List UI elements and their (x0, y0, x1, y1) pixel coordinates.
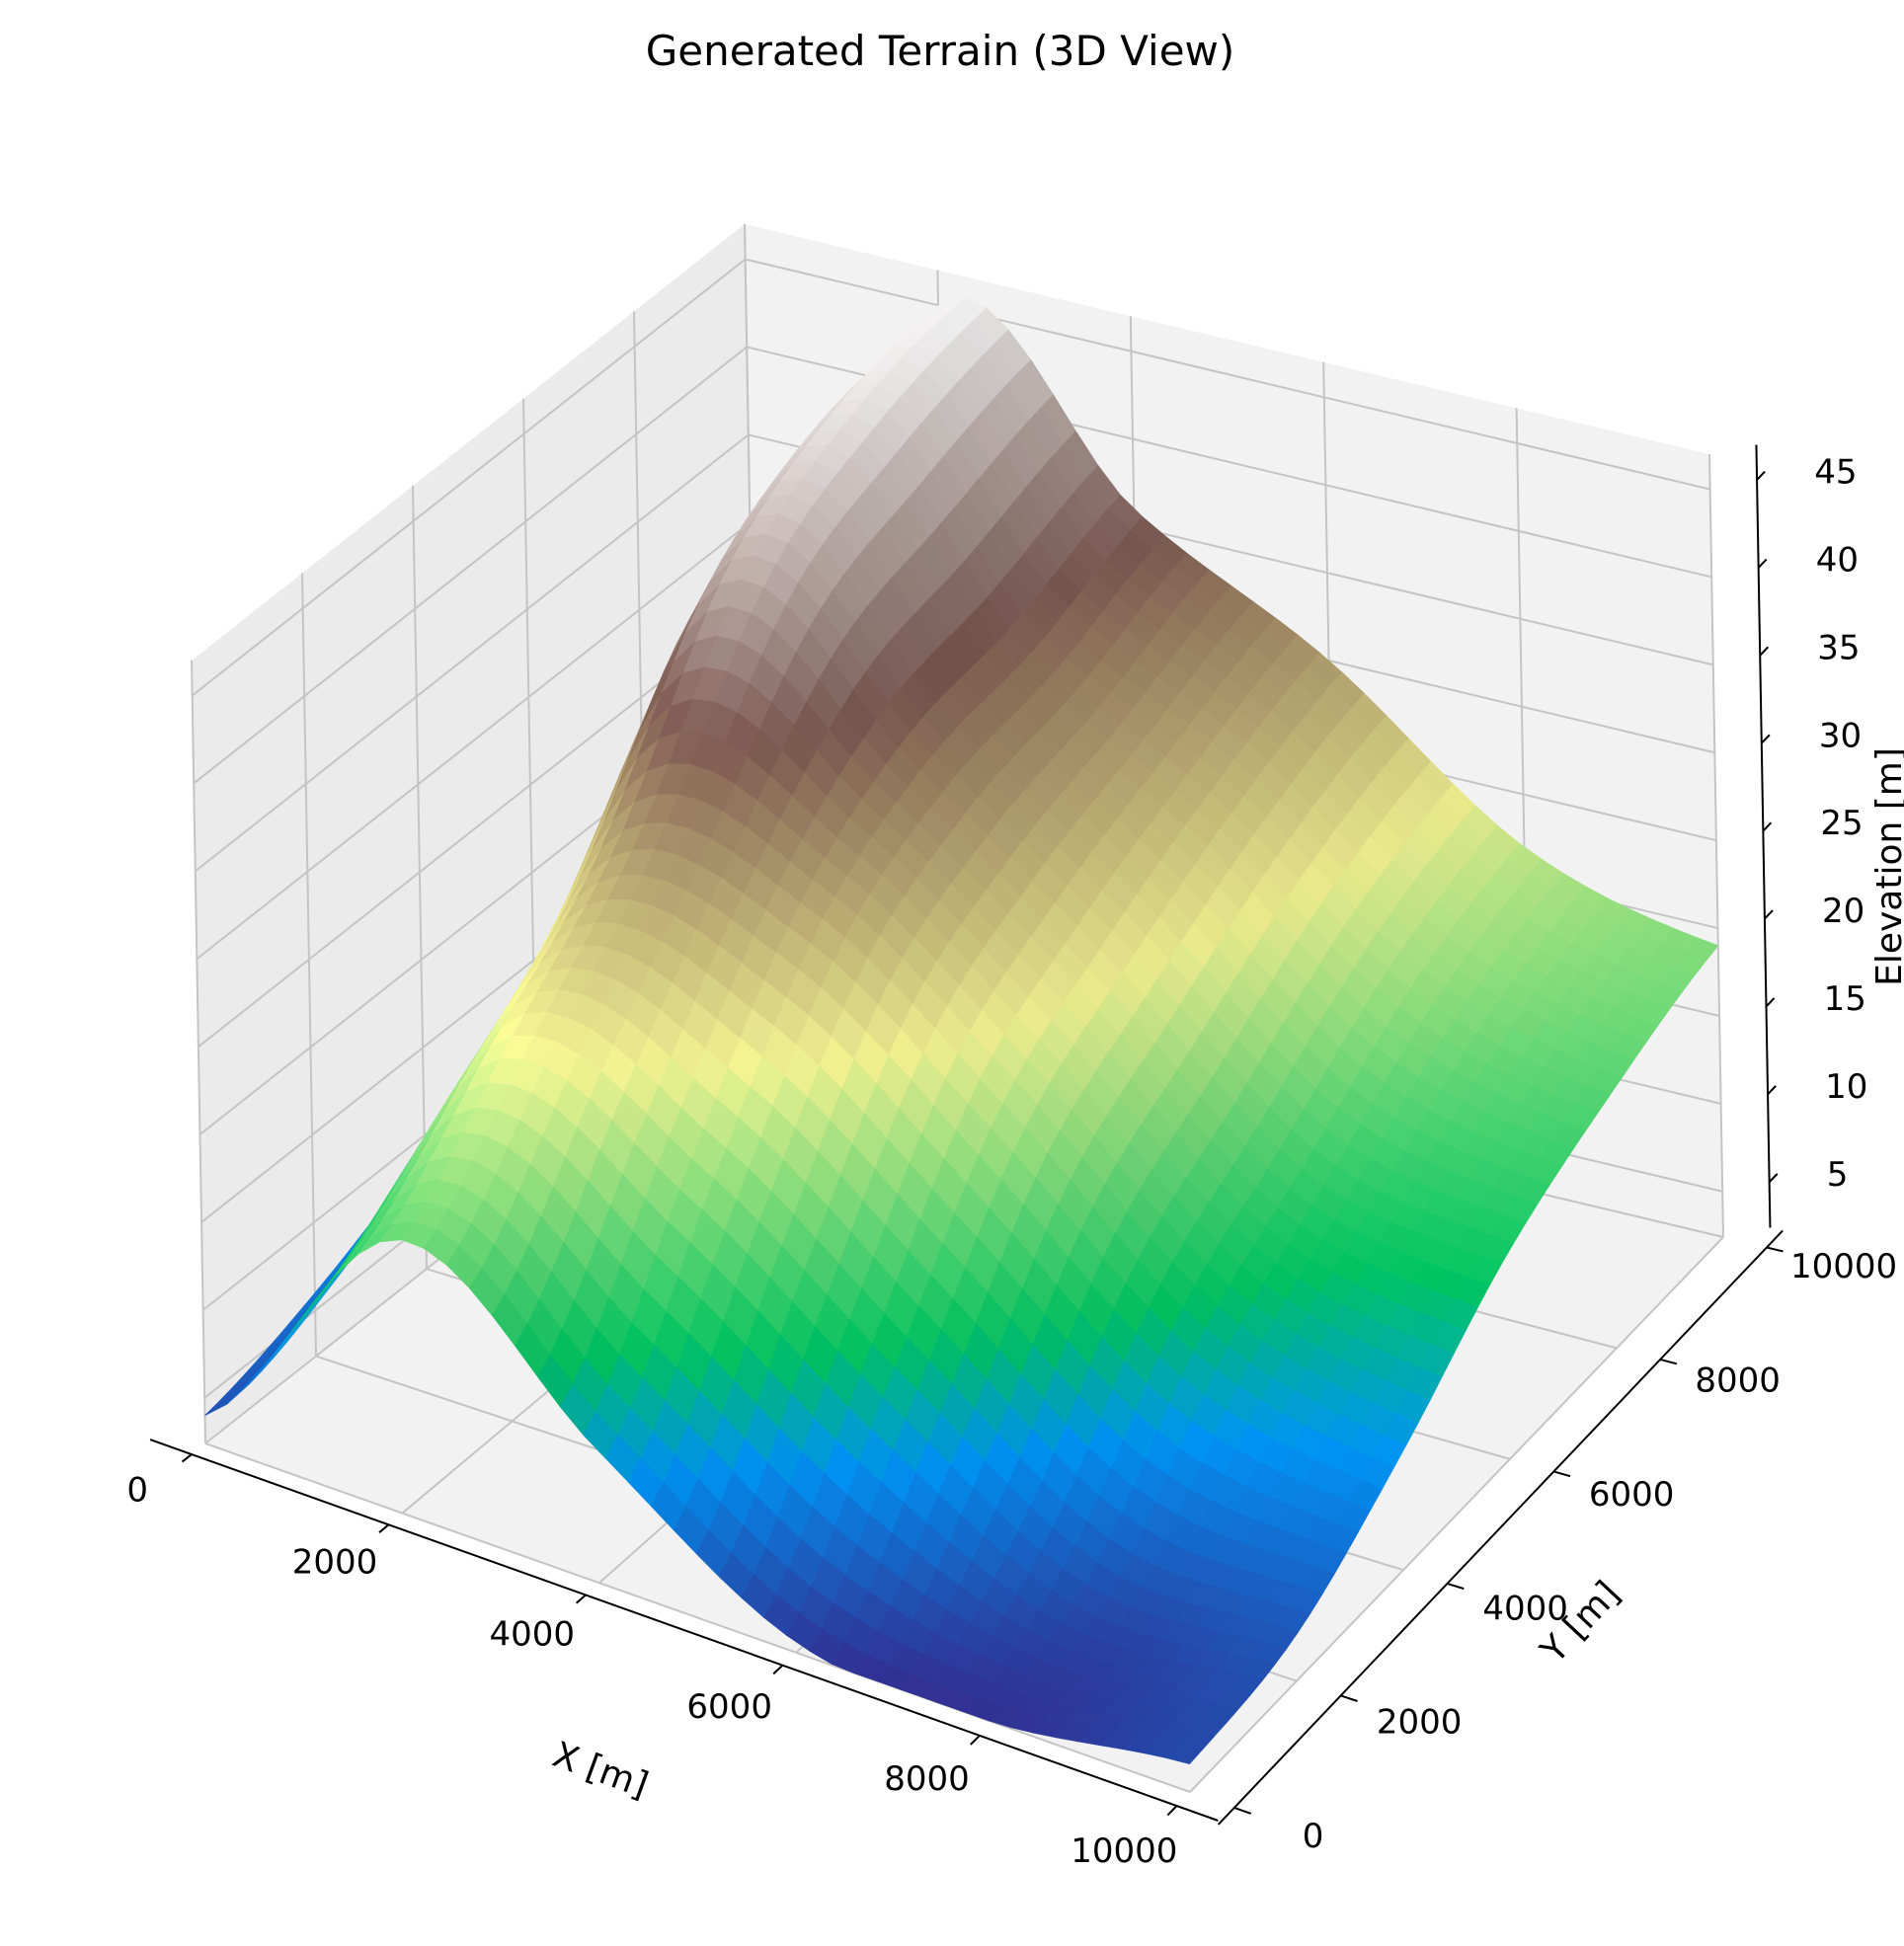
x-tick (378, 1523, 390, 1533)
x-axis-label: X [m] (547, 1735, 653, 1806)
x-gridline-floor (1189, 1236, 1724, 1793)
y-tick (1447, 1582, 1465, 1591)
x-tick (970, 1735, 981, 1746)
z-tick-label: 10 (1825, 1067, 1867, 1107)
surface-facet (1166, 1744, 1203, 1765)
y-tick-label: 8000 (1695, 1362, 1781, 1401)
z-tick (1762, 821, 1773, 832)
z-gridline-left (195, 433, 750, 873)
y-gridline-floor (204, 1442, 1191, 1793)
y-tick (1766, 1246, 1784, 1253)
z-tick-label: 40 (1816, 541, 1859, 581)
z-tick (1765, 997, 1776, 1008)
z-gridline-right (745, 258, 1710, 491)
z-gridline-left (193, 346, 748, 785)
y-tick-label: 0 (1303, 1817, 1324, 1856)
x-tick (772, 1664, 784, 1675)
z-tick-label: 25 (1820, 804, 1863, 843)
z-tick-label: 5 (1827, 1155, 1849, 1195)
z-tick-label: 30 (1819, 716, 1862, 755)
chart-title: Generated Terrain (3D View) (646, 27, 1235, 75)
x-tick-label: 10000 (1071, 1831, 1177, 1871)
y-tick-label: 2000 (1377, 1703, 1463, 1743)
y-tick-label: 4000 (1482, 1589, 1568, 1628)
x-tick-label: 8000 (884, 1759, 970, 1799)
z-axis-label: Elevation [m] (1869, 747, 1904, 986)
z-tick-label: 35 (1817, 628, 1860, 667)
z-tick (1756, 470, 1766, 481)
x-tick-label: 2000 (292, 1543, 378, 1583)
x-axis-line (149, 1439, 1219, 1822)
x-tick (181, 1453, 193, 1463)
y-tick-label: 6000 (1589, 1475, 1675, 1515)
z-tick (1757, 558, 1768, 569)
z-tick-label: 20 (1822, 892, 1864, 931)
z-gridline-left (192, 258, 747, 697)
z-axis-line (1755, 444, 1772, 1228)
z-tick (1761, 734, 1771, 744)
z-tick (1759, 646, 1770, 657)
z-gridline-left (196, 521, 751, 961)
x-tick-label: 0 (126, 1470, 148, 1510)
x-tick (1166, 1805, 1178, 1817)
y-axis-line (1217, 1229, 1784, 1826)
y-tick (1553, 1470, 1571, 1478)
y-gridline-wall (301, 573, 317, 1357)
back-left-pane (192, 224, 758, 1443)
y-tick (1659, 1358, 1678, 1365)
z-tick (1767, 1085, 1777, 1096)
z-tick-label: 45 (1814, 453, 1857, 493)
y-tick (1340, 1694, 1358, 1702)
x-tick-label: 6000 (686, 1687, 772, 1727)
x-tick (575, 1594, 587, 1604)
axes: 0 2000 4000 6000 8000 10000 0 2000 4000 6000 8000 1… (126, 444, 1897, 1871)
x-gridline-wall (1708, 453, 1724, 1238)
y-tick (1233, 1806, 1252, 1815)
y-gridline-wall (191, 660, 206, 1444)
y-tick-label: 10000 (1790, 1247, 1897, 1286)
x-tick-label: 4000 (490, 1615, 576, 1655)
z-tick (1768, 1173, 1779, 1183)
z-tick-label: 15 (1824, 979, 1866, 1019)
terrain-surface (204, 296, 1719, 1765)
z-tick (1764, 909, 1774, 920)
